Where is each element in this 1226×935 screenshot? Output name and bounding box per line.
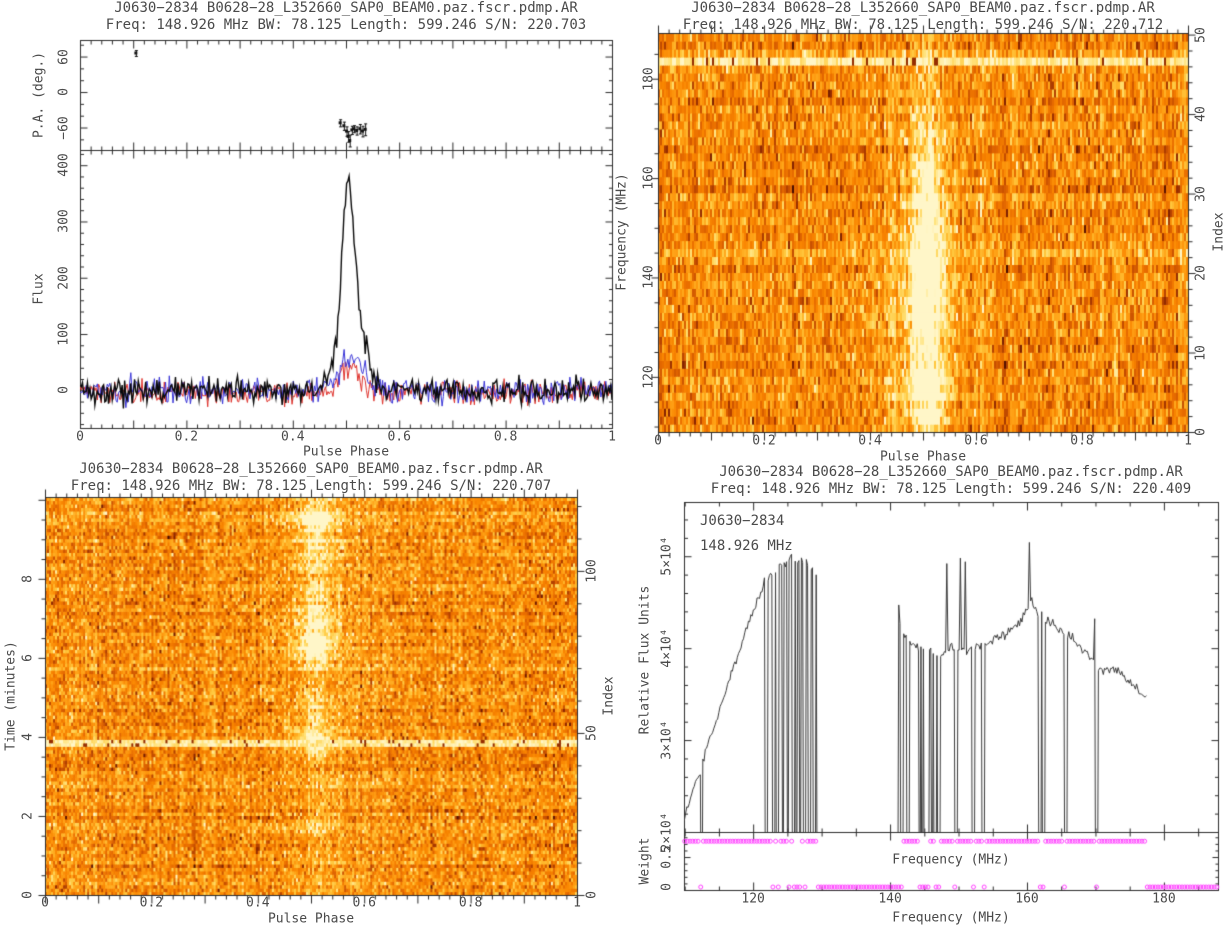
bl-x-tick-label: 0.4 xyxy=(246,895,270,911)
bl-x-tick-label: 0.6 xyxy=(352,895,376,911)
tl-x-tick-label: 1 xyxy=(608,429,616,445)
br-x-tick-label: 140 xyxy=(878,891,902,907)
pa-axis-label: P.A. (deg.) xyxy=(31,51,47,139)
bl-x-axis-label: Pulse Phase xyxy=(267,911,355,927)
flux-axis-label: Flux xyxy=(31,273,47,305)
tl-subtitle: Freq: 148.926 MHz BW: 78.125 Length: 599… xyxy=(105,17,587,33)
tl-x-tick-label: 0.2 xyxy=(174,429,199,445)
bl-index-tick-label: 0 xyxy=(584,891,600,899)
br-x-axis-label: Frequency (MHz) xyxy=(892,910,1010,926)
frequency-tick-label: 160 xyxy=(641,166,657,190)
br-title: J0630−2834 B0628−28_L352660_SAP0_BEAM0.p… xyxy=(719,464,1183,480)
tl-x-axis-label: Pulse Phase xyxy=(302,444,390,460)
weight-tick-label: 0 xyxy=(659,883,675,891)
flux-tick-label: 0 xyxy=(56,386,72,395)
bl-index-axis-label: Index xyxy=(601,676,617,716)
weight-tick-label: 0.5 xyxy=(659,845,675,869)
time-tick-label: 8 xyxy=(20,574,36,583)
flux-tick-label: 300 xyxy=(56,209,72,234)
time-tick-label: 4 xyxy=(20,732,36,741)
weight-axis-label: Weight xyxy=(637,837,653,885)
bl-x-tick-label: 0.2 xyxy=(139,895,164,911)
tl-x-tick-label: 0.4 xyxy=(281,429,305,445)
bl-x-tick-label: 0 xyxy=(41,895,49,911)
bl-subtitle: Freq: 148.926 MHz BW: 78.125 Length: 599… xyxy=(70,478,552,494)
pa-tick-label: −60 xyxy=(56,115,72,140)
frequency-tick-label: 120 xyxy=(641,365,657,389)
tr-index-tick-label: 40 xyxy=(1193,106,1209,122)
relative-flux-tick-label: 4×10⁴ xyxy=(659,628,675,668)
br-x-tick-label: 180 xyxy=(1152,891,1176,907)
tr-index-axis-label: Index xyxy=(1211,212,1226,252)
tr-index-tick-label: 30 xyxy=(1193,185,1209,202)
frequency-tick-label: 140 xyxy=(641,265,657,290)
tr-subtitle: Freq: 148.926 MHz BW: 78.125 Length: 599… xyxy=(682,17,1164,33)
tr-x-tick-label: 0.8 xyxy=(1070,433,1094,449)
tr-x-tick-label: 0.2 xyxy=(752,433,776,449)
flux-tick-label: 200 xyxy=(56,265,72,290)
time-tick-label: 0 xyxy=(20,891,36,899)
bl-x-tick-label: 0.8 xyxy=(458,895,483,911)
tl-x-tick-label: 0 xyxy=(76,429,84,445)
relative-flux-tick-label: 3×10⁴ xyxy=(659,720,675,760)
tr-x-tick-label: 0.4 xyxy=(858,433,882,449)
br-inner-x-axis-label: Frequency (MHz) xyxy=(892,852,1010,868)
flux-tick-label: 100 xyxy=(56,322,72,346)
pa-tick-label: 60 xyxy=(56,48,72,65)
time-tick-label: 2 xyxy=(20,812,36,820)
center-frequency-annotation: 148.926 MHz xyxy=(700,538,793,554)
tr-x-tick-label: 1 xyxy=(1184,433,1192,449)
bl-index-tick-label: 100 xyxy=(584,559,600,583)
tl-x-tick-label: 0.8 xyxy=(493,429,518,445)
time-tick-label: 6 xyxy=(20,653,36,662)
bl-title: J0630−2834 B0628−28_L352660_SAP0_BEAM0.p… xyxy=(79,461,543,477)
relative-flux-axis-label: Relative Flux Units xyxy=(637,585,653,735)
br-subtitle: Freq: 148.926 MHz BW: 78.125 Length: 599… xyxy=(710,481,1192,497)
frequency-tick-label: 180 xyxy=(641,66,657,91)
bl-index-tick-label: 50 xyxy=(584,725,600,741)
tr-x-tick-label: 0 xyxy=(654,433,662,449)
tr-index-tick-label: 0 xyxy=(1193,428,1209,436)
br-x-tick-label: 160 xyxy=(1015,891,1039,907)
tr-x-axis-label: Pulse Phase xyxy=(879,449,967,465)
tr-x-tick-label: 0.6 xyxy=(964,433,988,449)
tr-index-tick-label: 10 xyxy=(1193,344,1209,361)
tl-x-tick-label: 0.6 xyxy=(387,429,411,445)
tl-title: J0630−2834 B0628−28_L352660_SAP0_BEAM0.p… xyxy=(114,0,578,16)
pa-tick-label: 0 xyxy=(56,88,72,96)
flux-tick-label: 400 xyxy=(56,153,72,177)
br-x-tick-label: 120 xyxy=(741,891,765,907)
tr-title: J0630−2834 B0628−28_L352660_SAP0_BEAM0.p… xyxy=(691,0,1155,16)
time-axis-label: Time (minutes) xyxy=(3,641,19,751)
tr-index-tick-label: 50 xyxy=(1193,26,1209,43)
bl-x-tick-label: 1 xyxy=(573,895,581,911)
relative-flux-tick-label: 5×10⁴ xyxy=(659,536,675,576)
tr-index-tick-label: 20 xyxy=(1193,265,1209,281)
frequency-axis-label: Frequency (MHz) xyxy=(614,173,630,291)
source-name-annotation: J0630−2834 xyxy=(700,513,785,529)
